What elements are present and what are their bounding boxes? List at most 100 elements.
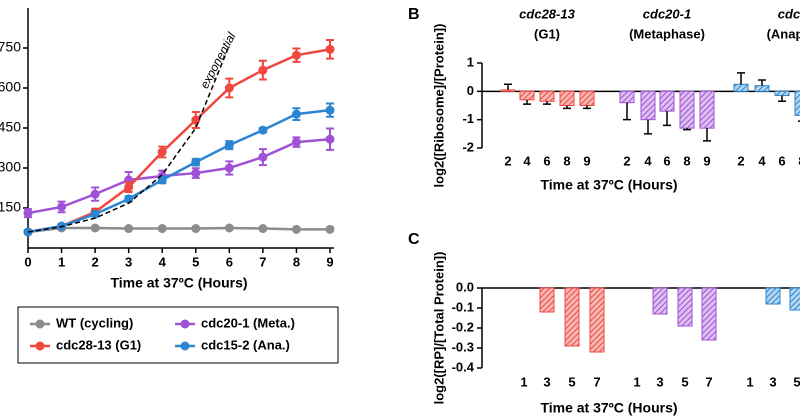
x-tick-label: 3 — [656, 374, 663, 389]
point — [90, 223, 100, 233]
x-tick-label: 5 — [568, 374, 575, 389]
x-tick-label: 6 — [778, 153, 785, 168]
panel-label: B — [408, 6, 420, 23]
x-tick-label: 5 — [681, 374, 688, 389]
legend-swatch — [35, 341, 45, 351]
y-axis-label: log2([RP]/[Total Protein]) — [431, 252, 446, 405]
x-tick-label: 2 — [623, 153, 630, 168]
bar — [619, 90, 635, 104]
bar — [539, 287, 555, 313]
bar — [794, 90, 800, 116]
error-bar — [644, 119, 652, 135]
y-tick-label: 600 — [0, 79, 21, 95]
legend-label: WT (cycling) — [56, 315, 133, 330]
x-axis-label: Time at 37ºC (Hours) — [540, 400, 677, 416]
x-axis-label: Time at 37ºC (Hours) — [540, 177, 677, 193]
point — [124, 182, 134, 192]
x-tick-label: 1 — [520, 374, 527, 389]
legend-label: cdc20-1 (Meta.) — [201, 315, 295, 330]
bar — [539, 90, 555, 102]
x-tick-label: 1 — [58, 254, 65, 269]
x-tick-label: 1 — [746, 374, 753, 389]
y-tick-label: 0 — [467, 83, 474, 98]
error-bar — [523, 99, 531, 105]
point — [325, 224, 335, 234]
point — [23, 208, 33, 218]
legend-swatch — [180, 319, 190, 329]
x-tick-label: 4 — [159, 254, 167, 269]
bar — [679, 90, 695, 129]
bar — [701, 287, 717, 341]
error-bar — [737, 72, 745, 85]
x-tick-label: 4 — [758, 153, 766, 168]
point — [191, 115, 201, 125]
point — [157, 175, 167, 185]
point — [291, 109, 301, 119]
group-title: cdc20-1 — [643, 6, 691, 21]
x-tick-label: 3 — [543, 374, 550, 389]
point — [325, 134, 335, 144]
error-bar — [563, 105, 571, 110]
bar — [589, 287, 605, 353]
y-tick-label: -0.1 — [452, 299, 474, 314]
point — [291, 137, 301, 147]
error-bar — [663, 111, 671, 127]
error-bar — [683, 128, 691, 131]
error-bar — [504, 83, 512, 90]
series-line — [27, 48, 331, 234]
y-tick-label: 300 — [0, 159, 21, 175]
x-tick-label: 8 — [563, 153, 570, 168]
point — [224, 223, 234, 233]
point — [191, 224, 201, 234]
x-tick-label: 3 — [769, 374, 776, 389]
x-tick-label: 8 — [683, 153, 690, 168]
bar — [659, 90, 675, 112]
bar — [699, 90, 715, 129]
group-subtitle: (G1) — [534, 26, 560, 41]
x-tick-label: 2 — [504, 153, 511, 168]
error-bar — [543, 101, 551, 105]
error-bar — [583, 105, 591, 110]
y-tick-label: 450 — [0, 119, 21, 135]
x-tick-label: 0 — [24, 254, 31, 269]
x-tick-label: 5 — [793, 374, 800, 389]
x-tick-label: 8 — [798, 153, 800, 168]
legend-label: cdc15-2 (Ana.) — [201, 337, 290, 352]
point — [191, 168, 201, 178]
point — [258, 224, 268, 234]
bar — [640, 90, 656, 121]
error-bar — [798, 120, 800, 122]
error-bar — [778, 95, 786, 102]
series-line — [27, 226, 330, 234]
x-tick-label: 4 — [644, 153, 652, 168]
group-title: cdc15-2 — [778, 6, 800, 21]
error-bar — [623, 102, 631, 121]
series-line — [27, 108, 331, 234]
group-title: cdc28-13 — [519, 6, 575, 21]
legend-box — [17, 306, 339, 364]
axis — [27, 8, 334, 249]
fit-label: exponential — [197, 30, 238, 91]
x-tick-label: 6 — [663, 153, 670, 168]
bar — [519, 90, 535, 101]
x-tick-label: 9 — [703, 153, 710, 168]
point — [90, 209, 100, 219]
x-axis-label: Time at 37ºC (Hours) — [110, 275, 247, 291]
y-tick-label: 750 — [0, 39, 21, 55]
point — [191, 157, 201, 167]
bar — [652, 287, 668, 315]
bar — [733, 83, 749, 92]
point — [157, 224, 167, 234]
point — [157, 147, 167, 157]
y-tick-label: -0.2 — [452, 319, 474, 334]
point — [224, 83, 234, 93]
x-tick-label: 9 — [583, 153, 590, 168]
fit-line — [27, 45, 231, 233]
x-tick-label: 6 — [543, 153, 550, 168]
point — [325, 105, 335, 115]
x-tick-label: 8 — [293, 254, 300, 269]
point — [325, 44, 335, 54]
point — [291, 50, 301, 60]
legend-swatch — [180, 341, 190, 351]
